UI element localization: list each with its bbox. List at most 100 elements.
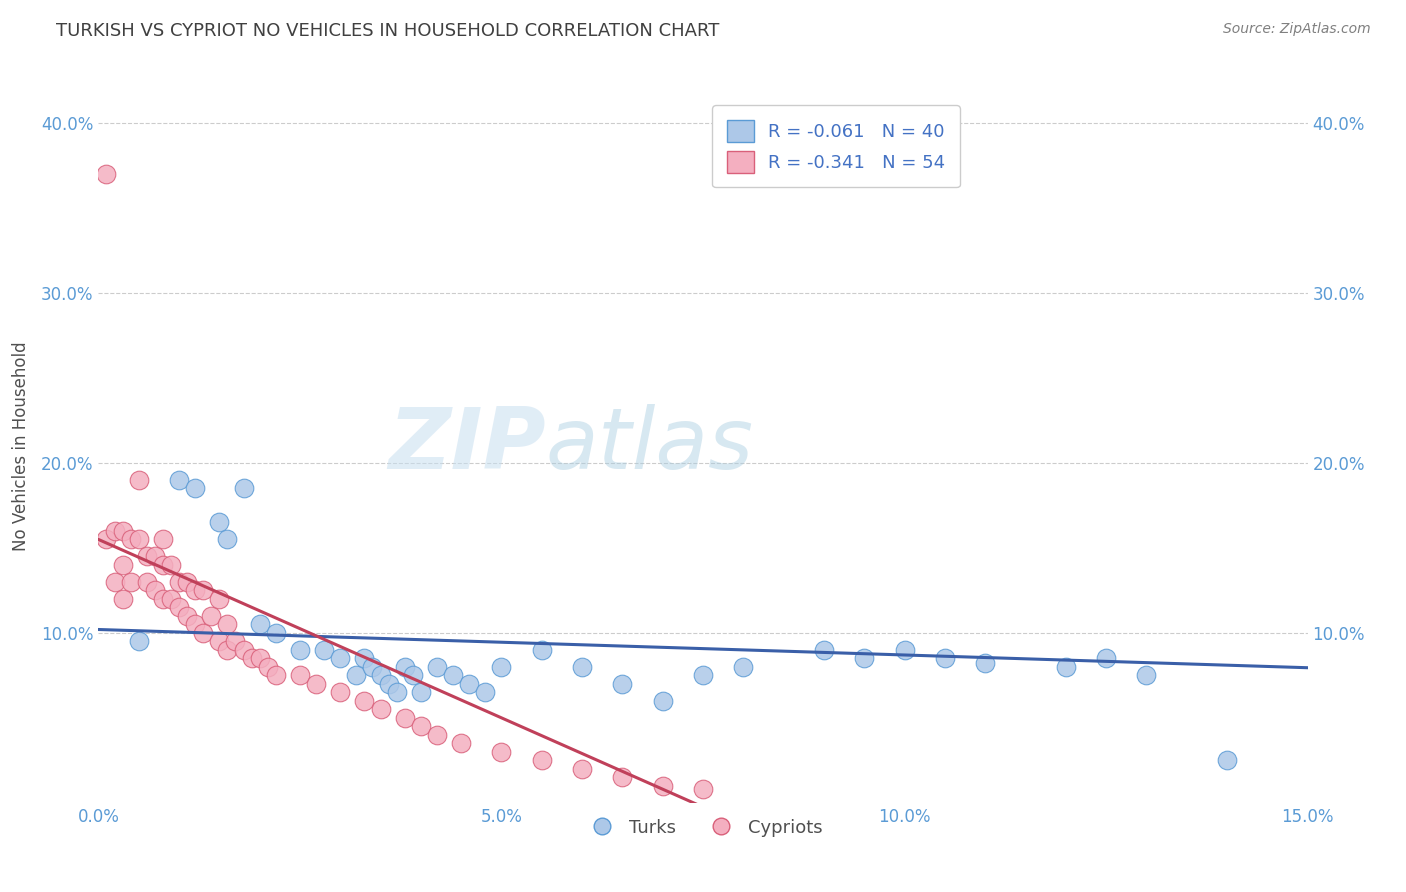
Point [426, 728, 449, 742]
Point [111, 591, 134, 606]
Point [103, 574, 125, 589]
Point [249, 617, 271, 632]
Point [224, 634, 246, 648]
Point [441, 668, 464, 682]
Text: TURKISH VS CYPRIOT NO VEHICLES IN HOUSEHOLD CORRELATION CHART: TURKISH VS CYPRIOT NO VEHICLES IN HOUSEH… [56, 22, 720, 40]
Point [571, 762, 593, 776]
Point [193, 626, 215, 640]
Point [184, 482, 207, 496]
Point [96, 533, 118, 547]
Point [893, 643, 915, 657]
Point [370, 702, 392, 716]
Point [450, 736, 472, 750]
Point [377, 677, 399, 691]
Point [143, 583, 166, 598]
Point [152, 558, 174, 572]
Point [167, 574, 190, 589]
Point [128, 634, 150, 648]
Point [232, 643, 254, 657]
Point [128, 533, 150, 547]
Point [264, 668, 287, 682]
Point [264, 626, 287, 640]
Point [111, 524, 134, 538]
Point [692, 782, 714, 797]
Point [651, 779, 673, 793]
Point [152, 591, 174, 606]
Point [329, 685, 352, 699]
Point [813, 643, 835, 657]
Point [1095, 651, 1118, 665]
Point [249, 651, 271, 665]
Point [612, 677, 634, 691]
Point [458, 677, 481, 691]
Point [491, 660, 513, 674]
Point [193, 583, 215, 598]
Point [208, 634, 231, 648]
Point [329, 651, 352, 665]
Point [176, 574, 198, 589]
Point [305, 677, 328, 691]
Point [491, 745, 513, 759]
Point [353, 694, 375, 708]
Point [651, 694, 673, 708]
Point [120, 533, 142, 547]
Point [184, 617, 207, 632]
Point [733, 660, 755, 674]
Point [200, 608, 222, 623]
Point [256, 660, 278, 674]
Point [217, 643, 239, 657]
Point [96, 167, 118, 181]
Point [240, 651, 263, 665]
Point [208, 591, 231, 606]
Point [111, 558, 134, 572]
Point [370, 668, 392, 682]
Text: Source: ZipAtlas.com: Source: ZipAtlas.com [1223, 22, 1371, 37]
Point [160, 558, 183, 572]
Point [103, 524, 125, 538]
Point [394, 660, 416, 674]
Point [152, 533, 174, 547]
Point [385, 685, 408, 699]
Point [409, 685, 432, 699]
Point [135, 574, 157, 589]
Point [1135, 668, 1157, 682]
Point [143, 549, 166, 564]
Point [361, 660, 384, 674]
Point [167, 600, 190, 615]
Point [176, 608, 198, 623]
Point [184, 583, 207, 598]
Legend: Turks, Cypriots: Turks, Cypriots [576, 812, 830, 844]
Point [160, 591, 183, 606]
Text: atlas: atlas [546, 404, 754, 488]
Point [474, 685, 496, 699]
Point [530, 643, 553, 657]
Point [394, 711, 416, 725]
Point [288, 668, 311, 682]
Point [208, 516, 231, 530]
Point [571, 660, 593, 674]
Y-axis label: No Vehicles in Household: No Vehicles in Household [11, 341, 30, 551]
Point [1054, 660, 1077, 674]
Point [612, 770, 634, 784]
Point [128, 473, 150, 487]
Point [409, 719, 432, 733]
Point [1216, 753, 1239, 767]
Point [344, 668, 367, 682]
Point [353, 651, 375, 665]
Point [288, 643, 311, 657]
Point [314, 643, 336, 657]
Point [530, 753, 553, 767]
Point [974, 657, 997, 671]
Point [135, 549, 157, 564]
Point [692, 668, 714, 682]
Point [217, 533, 239, 547]
Point [934, 651, 956, 665]
Point [232, 482, 254, 496]
Text: ZIP: ZIP [388, 404, 546, 488]
Point [853, 651, 876, 665]
Point [120, 574, 142, 589]
Point [426, 660, 449, 674]
Point [217, 617, 239, 632]
Point [402, 668, 425, 682]
Point [167, 473, 190, 487]
